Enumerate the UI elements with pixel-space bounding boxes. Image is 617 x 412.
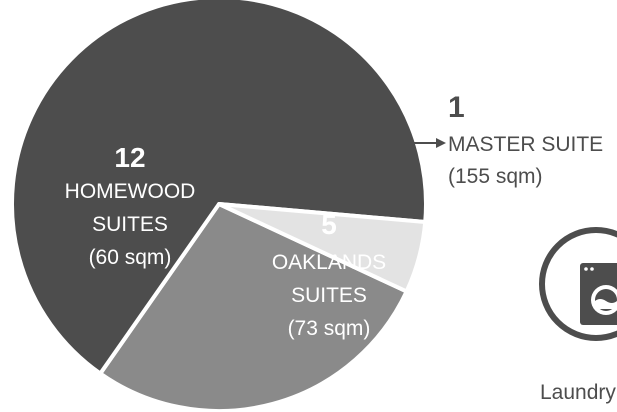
master-count: 1 xyxy=(448,91,465,124)
slice-label-oaklands: 5 OAKLANDS SUITES (73 sqm) xyxy=(272,209,386,340)
homewood-size: (60 sqm) xyxy=(89,246,172,269)
washing-machine-icon xyxy=(539,227,617,341)
slice-label-homewood: 12 HOMEWOOD SUITES (60 sqm) xyxy=(65,142,196,269)
homewood-name-line-1: HOMEWOOD xyxy=(65,180,196,203)
pie-slice-homewood xyxy=(10,0,428,376)
oaklands-count: 5 xyxy=(321,209,337,240)
slice-label-master: 1 MASTER SUITE (155 sqm) xyxy=(448,91,603,188)
oaklands-size: (73 sqm) xyxy=(288,317,371,340)
oaklands-name-line-1: OAKLANDS xyxy=(272,251,386,274)
pie-slice-oaklands xyxy=(98,202,409,412)
callout-arrow xyxy=(399,138,446,148)
master-name: MASTER SUITE xyxy=(448,133,603,156)
master-size: (155 sqm) xyxy=(448,165,543,188)
laundry-label: Laundry xyxy=(540,381,616,404)
homewood-count: 12 xyxy=(114,142,145,173)
pie-slices xyxy=(10,0,428,412)
oaklands-name-line-2: SUITES xyxy=(291,284,367,307)
homewood-name-line-2: SUITES xyxy=(92,213,168,236)
pie-slice-master xyxy=(217,202,428,294)
